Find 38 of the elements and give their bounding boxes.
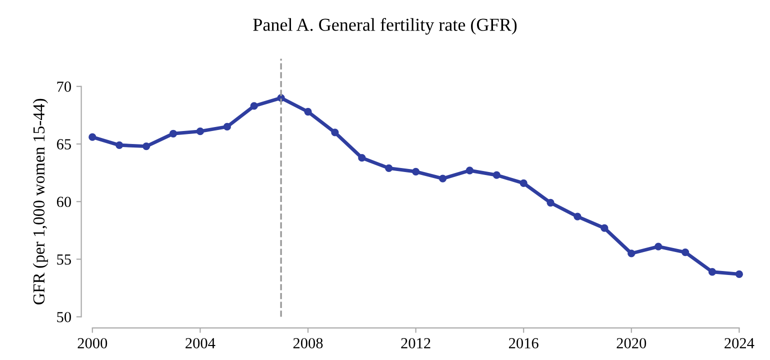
x-tick-label: 2024 <box>724 338 754 348</box>
point <box>385 164 393 172</box>
point <box>574 212 582 220</box>
point <box>466 166 474 174</box>
y-tick-label: 60 <box>56 196 71 208</box>
x-tick-label: 2008 <box>293 338 323 348</box>
point <box>196 128 204 136</box>
y-tick-label: 65 <box>56 139 71 150</box>
x-tick-label: 2020 <box>616 338 646 348</box>
chart-title: Panel A. General fertility rate (GFR) <box>253 18 517 35</box>
y-tick-label: 55 <box>57 254 71 265</box>
point <box>250 102 258 110</box>
point <box>520 179 528 187</box>
y-tick-label: 50 <box>57 312 71 322</box>
point <box>546 198 554 207</box>
x-tick-label: 2016 <box>508 338 538 348</box>
point <box>492 171 500 179</box>
point <box>169 130 178 138</box>
point <box>142 142 150 150</box>
point <box>304 108 312 116</box>
point <box>600 224 608 232</box>
point <box>438 174 447 182</box>
x-tick-label: 2012 <box>401 338 430 348</box>
point <box>88 133 96 141</box>
point <box>681 248 690 256</box>
point <box>628 250 636 258</box>
point <box>358 154 366 162</box>
point <box>331 128 339 136</box>
y-tick-label: 70 <box>57 82 71 92</box>
x-tick-label: 2004 <box>186 338 216 348</box>
point <box>223 122 231 131</box>
x-tick-label: 2000 <box>78 338 108 348</box>
point <box>116 141 124 149</box>
y-axis-title: GFR (per 1,000 women 15-44) <box>32 98 48 304</box>
point <box>412 168 420 176</box>
point <box>708 268 716 276</box>
point <box>654 242 662 250</box>
point <box>735 270 744 278</box>
